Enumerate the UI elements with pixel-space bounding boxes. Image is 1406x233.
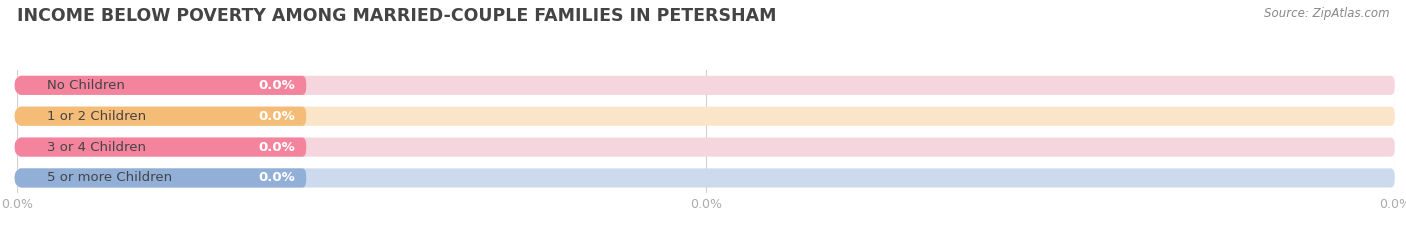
Text: 3 or 4 Children: 3 or 4 Children	[48, 140, 146, 154]
FancyBboxPatch shape	[17, 137, 307, 157]
FancyBboxPatch shape	[17, 76, 1395, 95]
Text: INCOME BELOW POVERTY AMONG MARRIED-COUPLE FAMILIES IN PETERSHAM: INCOME BELOW POVERTY AMONG MARRIED-COUPL…	[17, 7, 776, 25]
Text: 0.0%: 0.0%	[259, 110, 295, 123]
Text: Source: ZipAtlas.com: Source: ZipAtlas.com	[1264, 7, 1389, 20]
FancyBboxPatch shape	[17, 168, 1395, 188]
FancyBboxPatch shape	[17, 168, 307, 188]
Circle shape	[15, 140, 21, 154]
Text: 0.0%: 0.0%	[259, 171, 295, 185]
Text: 5 or more Children: 5 or more Children	[48, 171, 173, 185]
FancyBboxPatch shape	[17, 107, 1395, 126]
Circle shape	[15, 109, 21, 123]
Text: 0.0%: 0.0%	[259, 79, 295, 92]
Circle shape	[15, 171, 21, 185]
Text: 1 or 2 Children: 1 or 2 Children	[48, 110, 146, 123]
Circle shape	[15, 78, 21, 93]
FancyBboxPatch shape	[17, 76, 307, 95]
Text: 0.0%: 0.0%	[259, 140, 295, 154]
Text: No Children: No Children	[48, 79, 125, 92]
FancyBboxPatch shape	[17, 137, 1395, 157]
FancyBboxPatch shape	[17, 107, 307, 126]
